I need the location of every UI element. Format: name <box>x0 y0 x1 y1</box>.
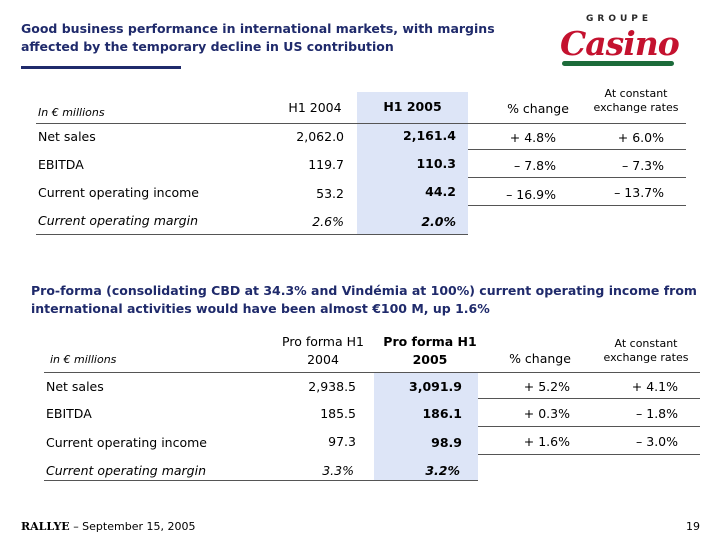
cell-change: + 1.6% <box>523 434 570 449</box>
row-label: Net sales <box>46 379 104 394</box>
row-label: EBITDA <box>38 157 84 172</box>
row-rule <box>478 426 700 427</box>
row-rule <box>478 398 700 399</box>
cell-change: + 4.8% <box>509 130 556 145</box>
logo-groupe-text: GROUPE <box>586 14 653 24</box>
row-label: Current operating income <box>46 435 207 450</box>
cell-h1-2004: 119.7 <box>308 157 344 172</box>
cell-constant: – 7.3% <box>622 158 664 173</box>
row-rule <box>468 149 686 150</box>
footer-date: – September 15, 2005 <box>73 520 196 533</box>
title-underline <box>21 66 181 69</box>
header-pf-h1-2004: Pro forma H1 2004 <box>282 334 364 367</box>
logo-casino-text: Casino <box>560 24 680 63</box>
footer-brand: RALLYE <box>21 520 70 533</box>
cell-constant: – 13.7% <box>614 185 664 200</box>
cell-h1-2005: 110.3 <box>416 156 456 171</box>
bottom-rule <box>36 234 468 235</box>
header-change: % change <box>509 351 571 366</box>
cell-pf-h1-2005: 3.2% <box>425 463 460 478</box>
cell-h1-2004: 53.2 <box>316 186 344 201</box>
header-h1-2005: H1 2005 <box>383 99 442 114</box>
row-label: Net sales <box>38 129 96 144</box>
header-constant: At constant exchange rates <box>593 87 679 114</box>
header-change: % change <box>507 101 569 116</box>
cell-change: – 7.8% <box>514 158 556 173</box>
cell-pf-h1-2004: 3.3% <box>322 463 354 478</box>
row-label: Current operating margin <box>38 213 198 228</box>
unit-label: in € millions <box>50 353 117 366</box>
highlight-column <box>357 92 468 235</box>
cell-constant: + 6.0% <box>617 130 664 145</box>
cell-pf-h1-2005: 186.1 <box>422 406 462 421</box>
row-rule <box>468 205 686 206</box>
row-label: EBITDA <box>46 406 92 421</box>
header-pf-h1-2005: Pro forma H1 2005 <box>383 334 477 367</box>
cell-pf-h1-2004: 185.5 <box>320 406 356 421</box>
header-rule <box>36 123 686 124</box>
cell-constant: – 1.8% <box>636 406 678 421</box>
row-label: Current operating margin <box>46 463 206 478</box>
row-rule <box>468 177 686 178</box>
cell-pf-h1-2005: 98.9 <box>431 435 462 450</box>
cell-h1-2005: 2.0% <box>421 214 456 229</box>
cell-h1-2005: 44.2 <box>425 184 456 199</box>
cell-pf-h1-2004: 2,938.5 <box>308 379 356 394</box>
cell-change: + 5.2% <box>523 379 570 394</box>
row-rule <box>478 454 700 455</box>
bottom-rule <box>44 480 478 481</box>
proforma-note: Pro-forma (consolidating CBD at 34.3% an… <box>31 283 697 316</box>
header-constant: At constant exchange rates <box>603 337 689 364</box>
cell-constant: + 4.1% <box>631 379 678 394</box>
cell-h1-2004: 2,062.0 <box>296 129 344 144</box>
highlight-column <box>374 372 478 480</box>
cell-change: + 0.3% <box>523 406 570 421</box>
cell-h1-2004: 2.6% <box>312 214 344 229</box>
header-h1-2004: H1 2004 <box>288 100 342 115</box>
cell-h1-2005: 2,161.4 <box>403 128 456 143</box>
slide-title: Good business performance in internation… <box>21 21 495 54</box>
cell-constant: – 3.0% <box>636 434 678 449</box>
row-label: Current operating income <box>38 185 199 200</box>
cell-pf-h1-2005: 3,091.9 <box>409 379 462 394</box>
unit-label: In € millions <box>38 106 105 119</box>
footer: RALLYE – September 15, 2005 <box>21 520 195 533</box>
logo-swoosh <box>562 61 674 66</box>
header-rule <box>44 372 700 373</box>
cell-pf-h1-2004: 97.3 <box>328 434 356 449</box>
page-number: 19 <box>686 520 700 533</box>
cell-change: – 16.9% <box>506 187 556 202</box>
casino-logo: GROUPE Casino <box>560 14 700 70</box>
